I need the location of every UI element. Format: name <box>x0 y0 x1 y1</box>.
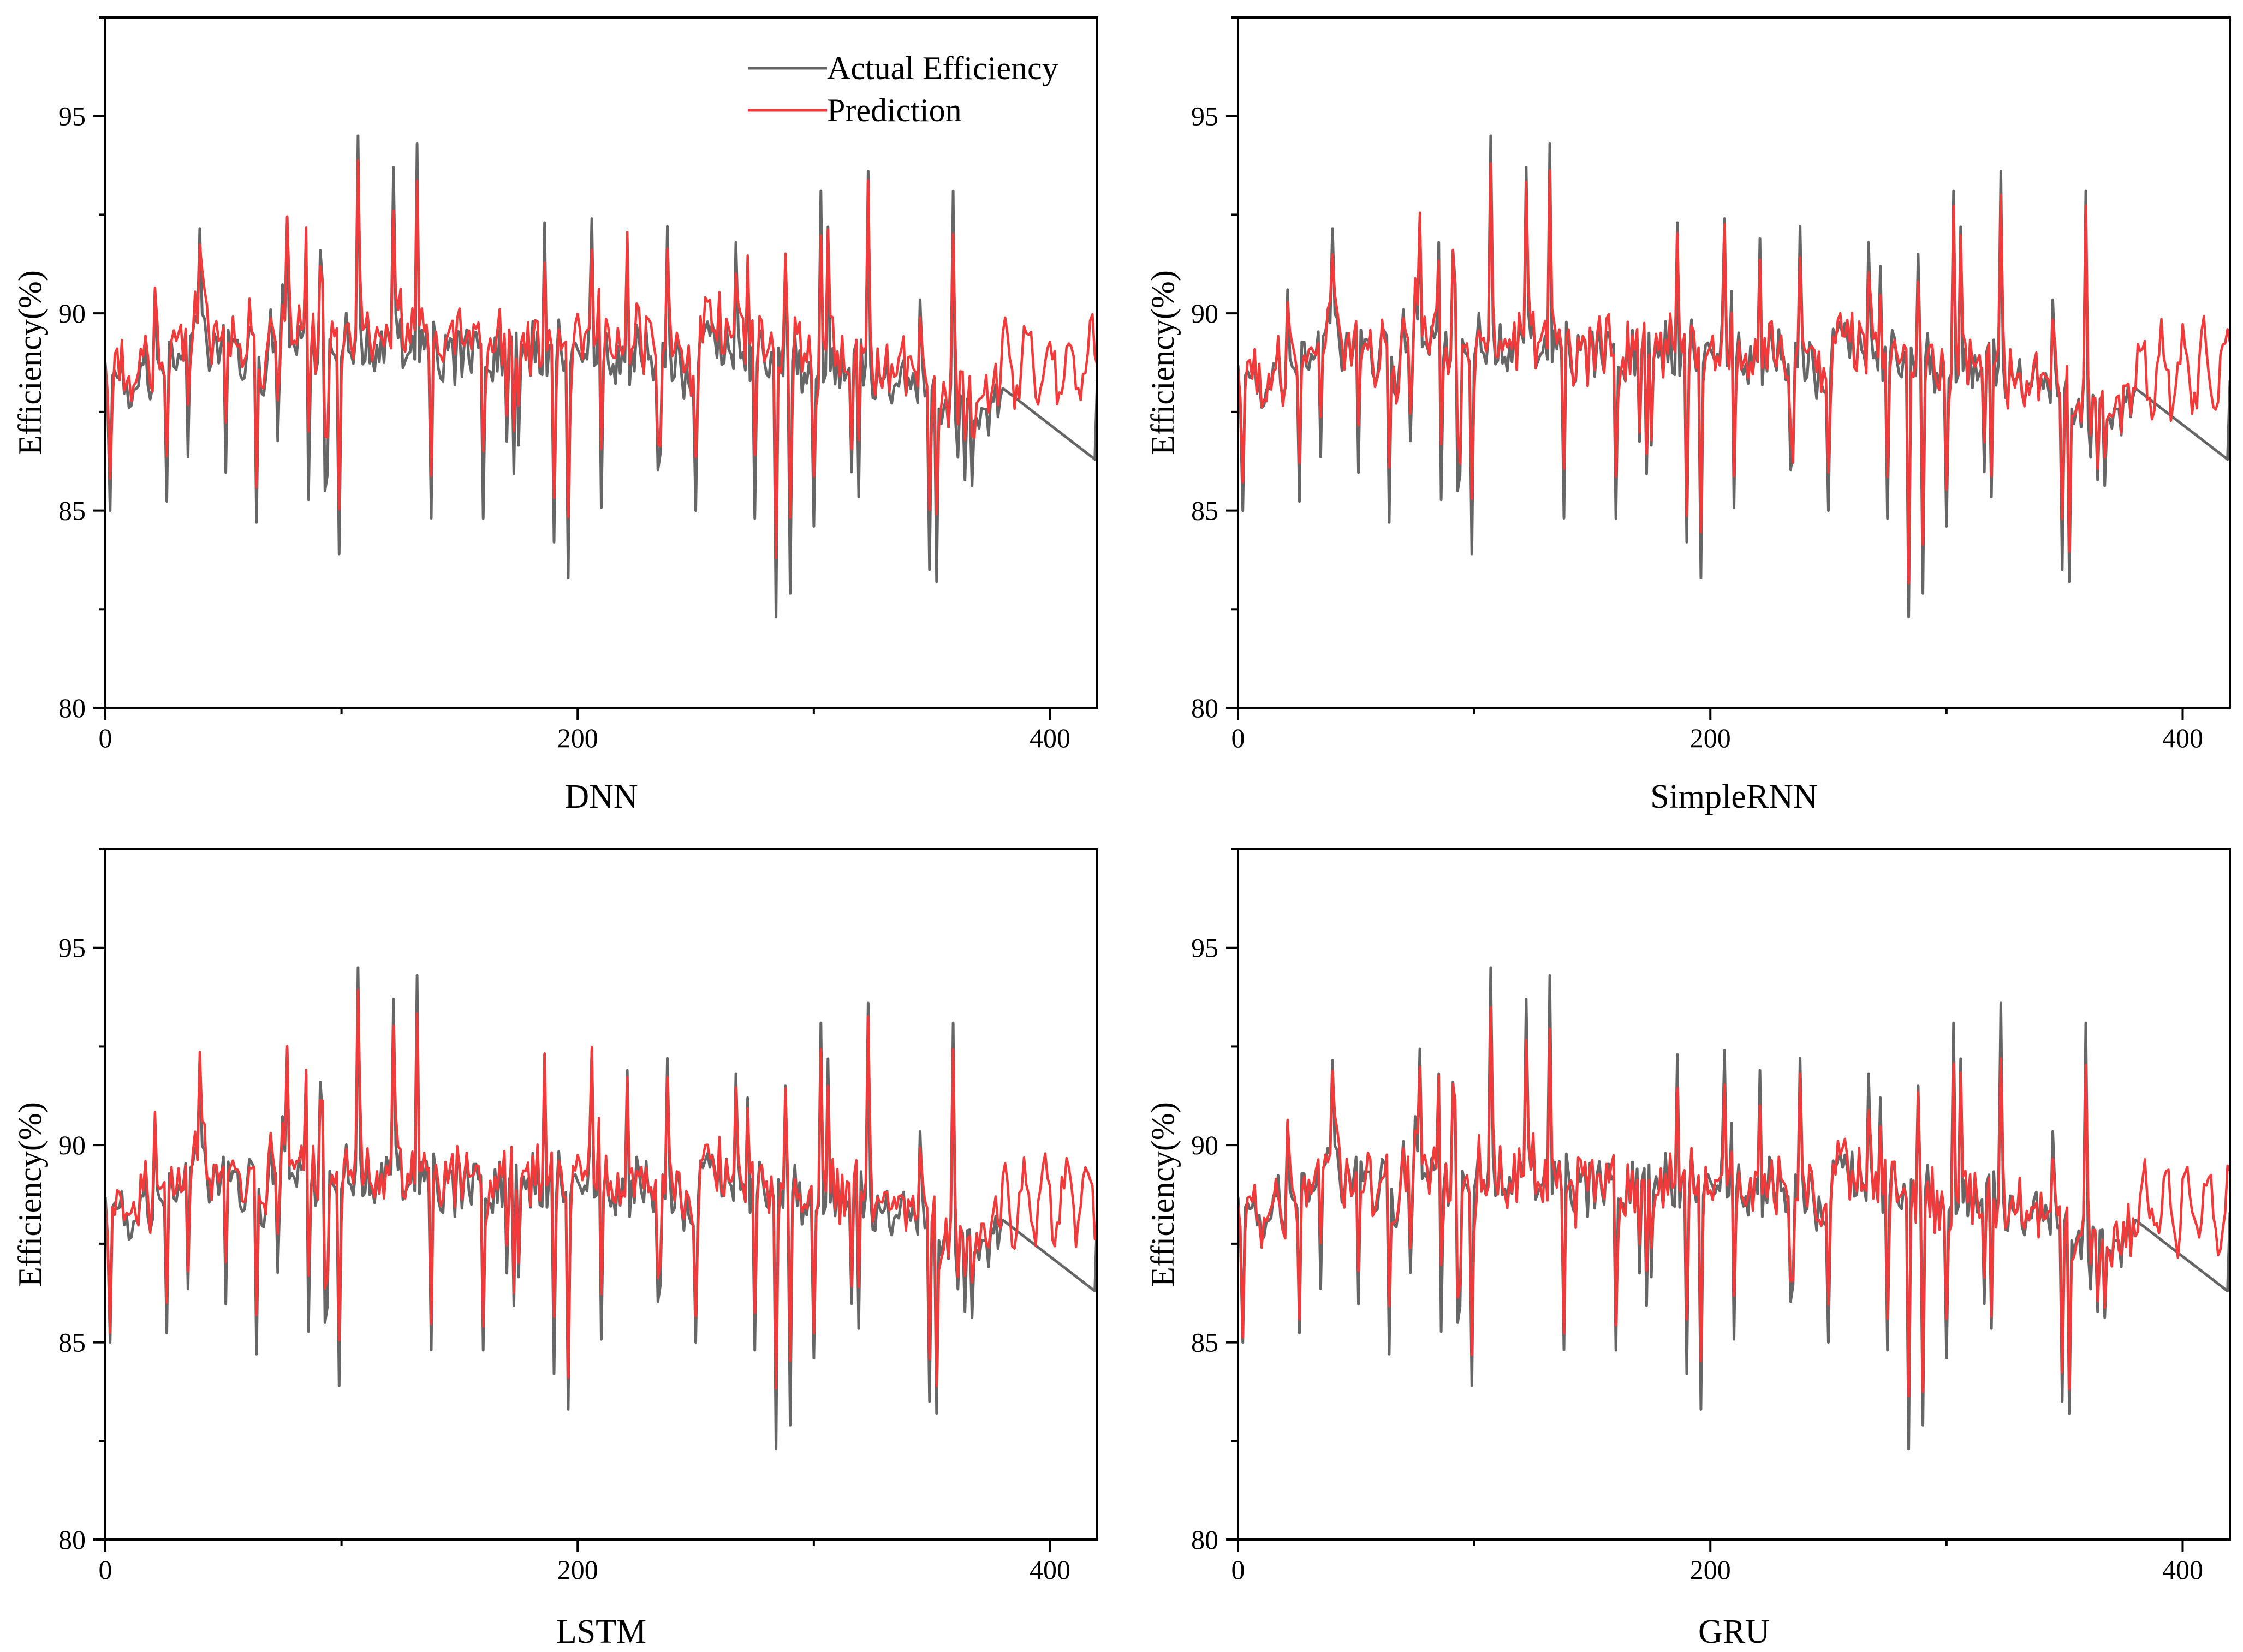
x-tick-label: 200 <box>557 1554 598 1585</box>
plot-frame <box>1237 16 2231 709</box>
y-axis-title: Efficiency(%) <box>12 1102 48 1287</box>
panel-label: DNN <box>564 778 638 815</box>
plot-frame <box>104 848 1098 1541</box>
y-tick-label: 95 <box>1191 101 1218 132</box>
y-tick-label: 90 <box>58 1130 86 1160</box>
legend-label-prediction: Prediction <box>827 92 962 128</box>
y-tick-label: 95 <box>1191 933 1218 963</box>
y-tick-label: 80 <box>1191 1524 1218 1555</box>
plot-frame <box>1237 848 2231 1541</box>
y-tick-label: 85 <box>58 496 86 526</box>
y-tick-label: 80 <box>58 693 86 723</box>
legend-label-actual: Actual Efficiency <box>827 50 1058 86</box>
x-tick-label: 0 <box>1231 1554 1245 1585</box>
x-tick-label: 0 <box>99 1554 112 1585</box>
x-tick-label: 400 <box>1030 1554 1070 1585</box>
y-axis-title: Efficiency(%) <box>1145 1102 1181 1287</box>
y-tick-label: 90 <box>1191 298 1218 329</box>
legend: Actual Efficiency Prediction <box>748 50 1058 128</box>
y-tick-label: 90 <box>58 298 86 329</box>
chart-panel-simplernn: 80 85 90 95 0 200 400 Efficiency(%) SimpleRNN <box>1145 16 2231 815</box>
x-tick-label: 0 <box>1231 723 1245 753</box>
plot-frame <box>104 16 1098 709</box>
x-tick-label: 400 <box>1030 723 1070 753</box>
y-tick-label: 80 <box>58 1524 86 1555</box>
series-line-actual-efficiency <box>1238 966 2230 1451</box>
y-tick-label: 90 <box>1191 1130 1218 1160</box>
x-tick-label: 400 <box>2162 1554 2203 1585</box>
x-tick-label: 200 <box>557 723 598 753</box>
series-line-prediction <box>1238 1006 2230 1398</box>
y-tick-label: 85 <box>1191 496 1218 526</box>
y-axis-title: Efficiency(%) <box>1145 270 1181 455</box>
y-tick-label: 95 <box>58 933 86 963</box>
series-line-prediction <box>105 989 1097 1390</box>
y-tick-label: 85 <box>1191 1327 1218 1358</box>
series-line-actual-efficiency <box>105 134 1097 619</box>
x-tick-label: 200 <box>1690 723 1731 753</box>
x-tick-label: 0 <box>99 723 112 753</box>
x-tick-label: 400 <box>2162 723 2203 753</box>
chart-panel-lstm: 80 85 90 95 0 200 400 Efficiency(%) LSTM <box>12 848 1098 1650</box>
y-tick-label: 85 <box>58 1327 86 1358</box>
panel-label: SimpleRNN <box>1650 778 1818 815</box>
y-tick-label: 80 <box>1191 693 1218 723</box>
panel-label: LSTM <box>556 1613 646 1650</box>
chart-panel-dnn: 80 85 90 95 0 200 400 Efficiency(%) DNN Actual Ef… <box>12 16 1098 815</box>
chart-panel-gru: 80 85 90 95 0 200 400 Efficiency(%) GRU <box>1145 848 2231 1650</box>
y-axis-title: Efficiency(%) <box>12 270 48 455</box>
series-line-prediction <box>1238 162 2230 585</box>
x-tick-label: 200 <box>1690 1554 1731 1585</box>
y-tick-label: 95 <box>58 101 86 132</box>
panel-label: GRU <box>1698 1613 1770 1650</box>
series-line-prediction <box>105 159 1097 559</box>
series-line-actual-efficiency <box>1238 134 2230 619</box>
